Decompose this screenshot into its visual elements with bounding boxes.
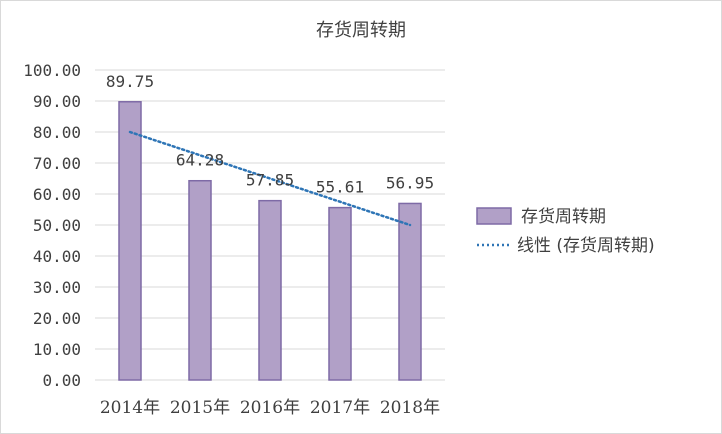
y-tick-label: 10.00 xyxy=(33,340,81,359)
y-tick-label: 50.00 xyxy=(33,216,81,235)
bar xyxy=(258,199,282,381)
legend-trend-label: 线性 (存货周转期) xyxy=(517,236,655,256)
y-tick-label: 80.00 xyxy=(33,123,81,142)
trendline xyxy=(128,130,412,227)
y-tick-label: 30.00 xyxy=(33,278,81,297)
data-labels: 89.75 64.28 57.85 55.61 56.95 xyxy=(106,72,434,197)
x-tick-label: 2016年 xyxy=(240,398,300,418)
bar xyxy=(398,202,422,381)
y-tick-label: 0.00 xyxy=(42,371,81,390)
legend: 存货周转期 线性 (存货周转期) xyxy=(476,207,655,256)
bar xyxy=(188,179,212,381)
x-axis-ticks: 2014年 2015年 2016年 2017年 2018年 xyxy=(100,398,440,418)
x-tick-label: 2015年 xyxy=(170,398,230,418)
x-tick-label: 2014年 xyxy=(100,398,160,418)
y-tick-label: 20.00 xyxy=(33,309,81,328)
y-tick-label: 100.00 xyxy=(23,61,81,80)
y-tick-label: 90.00 xyxy=(33,92,81,111)
x-tick-label: 2018年 xyxy=(380,398,440,418)
data-label: 64.28 xyxy=(176,151,224,170)
legend-bar-label: 存货周转期 xyxy=(521,207,606,227)
bar xyxy=(328,206,352,381)
y-tick-label: 60.00 xyxy=(33,185,81,204)
data-label: 57.85 xyxy=(246,171,294,190)
data-label: 55.61 xyxy=(316,178,364,197)
legend-bar-swatch xyxy=(476,207,512,225)
data-label: 56.95 xyxy=(386,173,434,192)
trendline-layer xyxy=(128,130,412,227)
bar xyxy=(118,101,142,381)
y-tick-label: 40.00 xyxy=(33,247,81,266)
bars xyxy=(118,101,422,381)
y-tick-label: 70.00 xyxy=(33,154,81,173)
y-axis-ticks: 0.00 10.00 20.00 30.00 40.00 50.00 60.00 70.00 8… xyxy=(23,61,81,390)
x-tick-label: 2017年 xyxy=(310,398,370,418)
chart-title: 存货周转期 xyxy=(316,20,406,41)
data-label: 89.75 xyxy=(106,72,154,91)
